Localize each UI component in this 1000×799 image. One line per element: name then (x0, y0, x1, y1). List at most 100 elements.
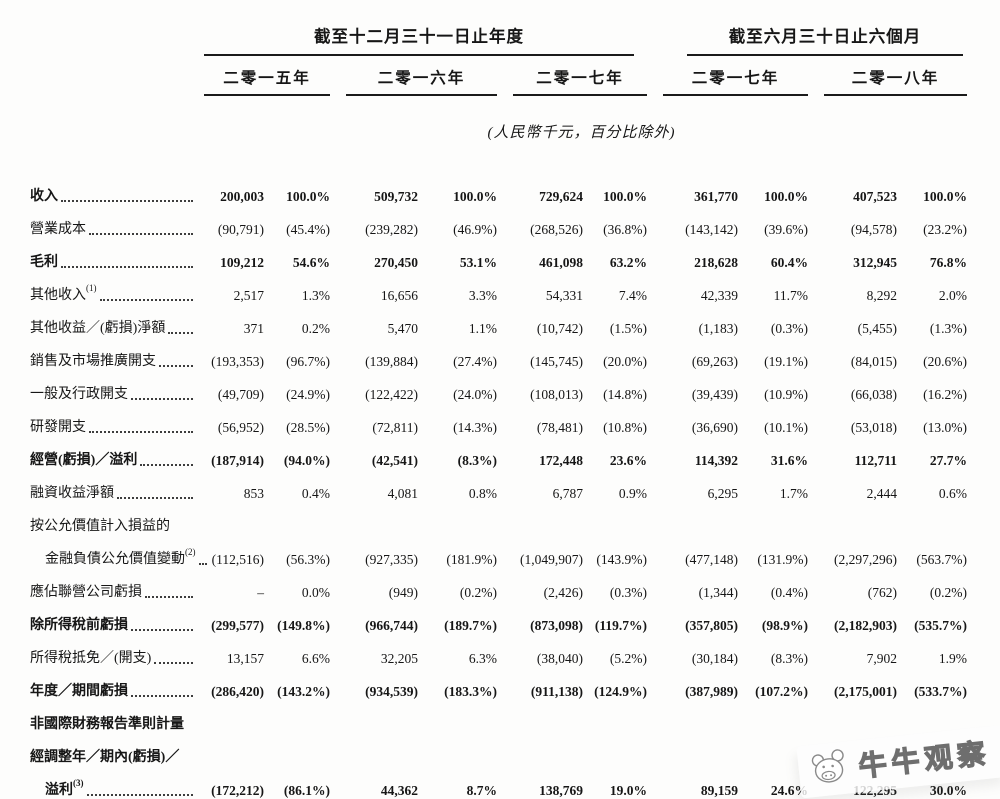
cell-value: (14.3%) (453, 420, 497, 435)
cell-value: 31.6% (770, 453, 808, 468)
cell-value: (143.2%) (277, 684, 330, 699)
cell-value (808, 700, 897, 733)
cell-value: (911,138) (530, 684, 583, 699)
period-header-row: 截至十二月三十一日止年度 截至六月三十日止六個月 (30, 12, 967, 56)
cell-value (647, 502, 738, 535)
cell-value: (934,539) (365, 684, 418, 699)
cell-value: 114,392 (694, 453, 738, 468)
cow-logo-icon (811, 749, 844, 783)
cell-value (264, 733, 330, 766)
cell-value (497, 502, 583, 535)
cell-value: 461,098 (539, 255, 583, 270)
spacer-row (30, 154, 967, 172)
cell-value: (45.4%) (286, 222, 330, 237)
cell-value: 8,292 (866, 288, 897, 303)
cell-value: (8.3%) (457, 453, 497, 468)
cell-value: 407,523 (853, 189, 897, 204)
cell-value (196, 700, 264, 733)
cell-value: (94,578) (850, 222, 897, 237)
row-label: 金融負債公允價值變動(2) (30, 535, 207, 568)
cell-value: (139,884) (365, 354, 418, 369)
cell-value: 6.3% (468, 651, 497, 666)
table-row: 其他收入(1) 2,517 1.3% 16,656 3.3% 54,331 7.4% 42,3… (30, 271, 967, 304)
cell-value: 218,628 (694, 255, 738, 270)
cell-value: (1.3%) (929, 321, 967, 336)
cell-value: (36.8%) (603, 222, 647, 237)
cell-value: (1,183) (698, 321, 738, 336)
cell-value (583, 700, 647, 733)
cell-value: (49,709) (217, 387, 264, 402)
row-label: 其他收益／(虧損)淨額 (30, 304, 196, 337)
cell-value: 76.8% (929, 255, 967, 270)
cell-value: (23.2%) (923, 222, 967, 237)
row-label: 經調整年／期內(虧損)／ (30, 750, 180, 765)
table-row: 按公允價值計入損益的 (30, 502, 967, 535)
period-header-annual: 截至十二月三十一日止年度 (204, 23, 634, 56)
cell-value: 109,212 (220, 255, 264, 270)
cell-value: (72,811) (372, 420, 418, 435)
cell-value: 42,339 (700, 288, 738, 303)
cell-value: (1.5%) (609, 321, 647, 336)
cell-value: 270,450 (374, 255, 418, 270)
cell-value: (8.3%) (770, 651, 808, 666)
cell-value: 509,732 (374, 189, 418, 204)
cell-value: (27.4%) (453, 354, 497, 369)
cell-value (738, 700, 808, 733)
year-header-2017-interim: 二零一七年 (663, 66, 808, 96)
row-label: 非國際財務報告準則計量 (30, 717, 184, 732)
cell-value: (108,013) (530, 387, 583, 402)
dot-leader (61, 266, 193, 268)
cell-value: (16.2%) (923, 387, 967, 402)
row-label: 毛利 (30, 238, 196, 271)
row-label: 一般及行政開支 (30, 370, 196, 403)
year-header-2015: 二零一五年 (204, 66, 330, 96)
cell-value: (533.7%) (914, 684, 967, 699)
cell-value: (98.9%) (761, 618, 808, 633)
cell-value (330, 700, 418, 733)
cell-value: (131.9%) (757, 552, 808, 567)
cell-value (808, 502, 897, 535)
footnote-superscript: (2) (185, 547, 196, 557)
cell-value: (387,989) (685, 684, 738, 699)
dot-leader (131, 695, 193, 697)
cell-value (330, 733, 418, 766)
cell-value: (145,745) (530, 354, 583, 369)
cell-value: (39,439) (691, 387, 738, 402)
table-row: 銷售及市場推廣開支 (193,353) (96.7%) (139,884) (27.4%… (30, 337, 967, 370)
table-row: 除所得稅前虧損 (299,577) (149.8%) (966,744) (189.7%… (30, 601, 967, 634)
cell-value: (56.3%) (286, 552, 330, 567)
row-label: 營業成本 (30, 205, 196, 238)
cell-value: (24.0%) (453, 387, 497, 402)
dot-leader (99, 299, 193, 301)
cell-value: (2,175,001) (834, 684, 897, 699)
cell-value: (124.9%) (594, 684, 647, 699)
cell-value: 60.4% (770, 255, 808, 270)
unit-note: (人民幣千元，百分比除外) (487, 125, 676, 141)
cell-value: (10.8%) (603, 420, 647, 435)
dot-leader (198, 563, 207, 565)
cell-value: (949) (388, 585, 418, 600)
cell-value: 0.8% (468, 486, 497, 501)
cell-value: (268,526) (530, 222, 583, 237)
cell-value (897, 700, 967, 733)
dot-leader (168, 332, 193, 334)
cell-value: (149.8%) (277, 618, 330, 633)
row-label: 研發開支 (30, 403, 196, 436)
year-header-row: 二零一五年 二零一六年 二零一七年 二零一七年 二零一八年 (30, 56, 967, 96)
cell-value: (0.2%) (929, 585, 967, 600)
cell-value (418, 733, 497, 766)
cell-value: (53,018) (850, 420, 897, 435)
cell-value: (477,148) (685, 552, 738, 567)
cell-value: 6.6% (301, 651, 330, 666)
table-row: 融資收益淨額 853 0.4% 4,081 0.8% 6,787 0.9% 6,295 1.7%… (30, 469, 967, 502)
table-row: 經調整年／期內(虧損)／ (30, 733, 967, 766)
row-label: 經營(虧損)／溢利 (30, 436, 196, 469)
cell-value: (56,952) (217, 420, 264, 435)
table-row: 一般及行政開支 (49,709) (24.9%) (122,422) (24.0%) (1… (30, 370, 967, 403)
cell-value: 1.9% (938, 651, 967, 666)
financial-summary-table: 截至十二月三十一日止年度 截至六月三十日止六個月 二零一五年 二零一六年 二零一… (30, 12, 967, 799)
cell-value (196, 502, 264, 535)
cell-value: 0.9% (618, 486, 647, 501)
cell-value: (96.7%) (286, 354, 330, 369)
cell-value: (112,516) (211, 552, 264, 567)
